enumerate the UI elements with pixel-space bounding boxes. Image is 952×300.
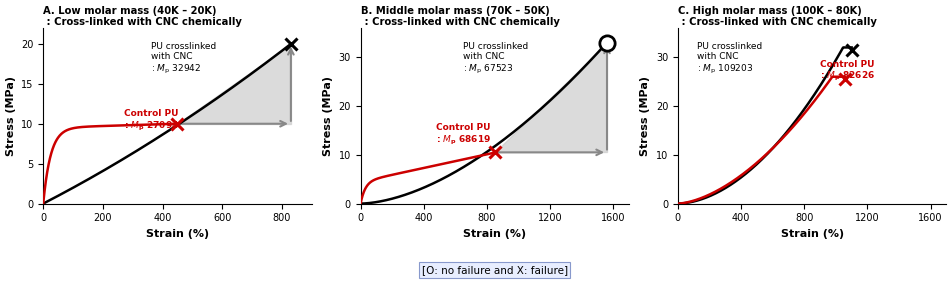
X-axis label: Strain (%): Strain (%) bbox=[464, 229, 526, 239]
Polygon shape bbox=[177, 44, 291, 124]
Polygon shape bbox=[495, 43, 607, 152]
Text: [O: no failure and X: failure]: [O: no failure and X: failure] bbox=[422, 265, 568, 275]
Text: Control PU
: $M_\mathregular{p}$ 27094: Control PU : $M_\mathregular{p}$ 27094 bbox=[124, 109, 179, 133]
Y-axis label: Stress (MPa): Stress (MPa) bbox=[6, 76, 15, 156]
Text: PU crosslinked
with CNC
: $M_\mathregular{p}$ 32942: PU crosslinked with CNC : $M_\mathregula… bbox=[150, 42, 216, 76]
X-axis label: Strain (%): Strain (%) bbox=[146, 229, 209, 239]
Y-axis label: Stress (MPa): Stress (MPa) bbox=[641, 76, 650, 156]
Text: A. Low molar mass (40K – 20K)
 : Cross-linked with CNC chemically: A. Low molar mass (40K – 20K) : Cross-li… bbox=[43, 6, 242, 27]
Text: PU crosslinked
with CNC
: $M_\mathregular{p}$ 109203: PU crosslinked with CNC : $M_\mathregula… bbox=[697, 42, 762, 76]
Text: PU crosslinked
with CNC
: $M_\mathregular{p}$ 67523: PU crosslinked with CNC : $M_\mathregula… bbox=[463, 42, 527, 76]
Text: Control PU
: $M_\mathregular{p}$ 68619: Control PU : $M_\mathregular{p}$ 68619 bbox=[436, 123, 491, 147]
Text: Control PU
: $M_\mathregular{p}$ 82626: Control PU : $M_\mathregular{p}$ 82626 bbox=[821, 60, 876, 83]
Text: B. Middle molar mass (70K – 50K)
 : Cross-linked with CNC chemically: B. Middle molar mass (70K – 50K) : Cross… bbox=[361, 6, 560, 27]
Y-axis label: Stress (MPa): Stress (MPa) bbox=[323, 76, 333, 156]
Text: C. High molar mass (100K – 80K)
 : Cross-linked with CNC chemically: C. High molar mass (100K – 80K) : Cross-… bbox=[678, 6, 877, 27]
X-axis label: Strain (%): Strain (%) bbox=[781, 229, 843, 239]
